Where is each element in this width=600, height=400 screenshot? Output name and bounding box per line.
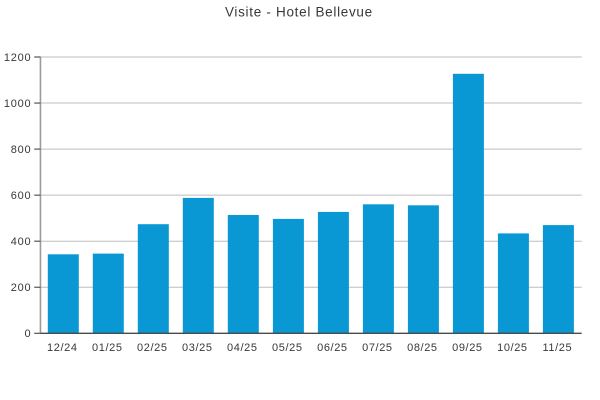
svg-text:01/25: 01/25: [92, 342, 123, 354]
svg-text:1000: 1000: [4, 98, 31, 110]
svg-text:10/25: 10/25: [497, 342, 528, 354]
svg-text:06/25: 06/25: [317, 342, 348, 354]
svg-text:1200: 1200: [4, 52, 31, 64]
svg-text:08/25: 08/25: [407, 342, 438, 354]
svg-text:11/25: 11/25: [543, 342, 573, 354]
svg-text:600: 600: [11, 190, 32, 202]
svg-text:07/25: 07/25: [362, 342, 393, 354]
svg-text:200: 200: [11, 282, 32, 294]
svg-text:Visite - Hotel Bellevue: Visite - Hotel Bellevue: [225, 4, 373, 19]
svg-text:05/25: 05/25: [272, 342, 303, 354]
svg-text:0: 0: [25, 328, 32, 340]
svg-text:09/25: 09/25: [452, 342, 483, 354]
svg-text:12/24: 12/24: [47, 342, 78, 354]
svg-text:04/25: 04/25: [227, 342, 258, 354]
svg-text:03/25: 03/25: [182, 342, 213, 354]
svg-text:800: 800: [11, 144, 32, 156]
svg-text:02/25: 02/25: [137, 342, 168, 354]
svg-text:400: 400: [11, 236, 32, 248]
